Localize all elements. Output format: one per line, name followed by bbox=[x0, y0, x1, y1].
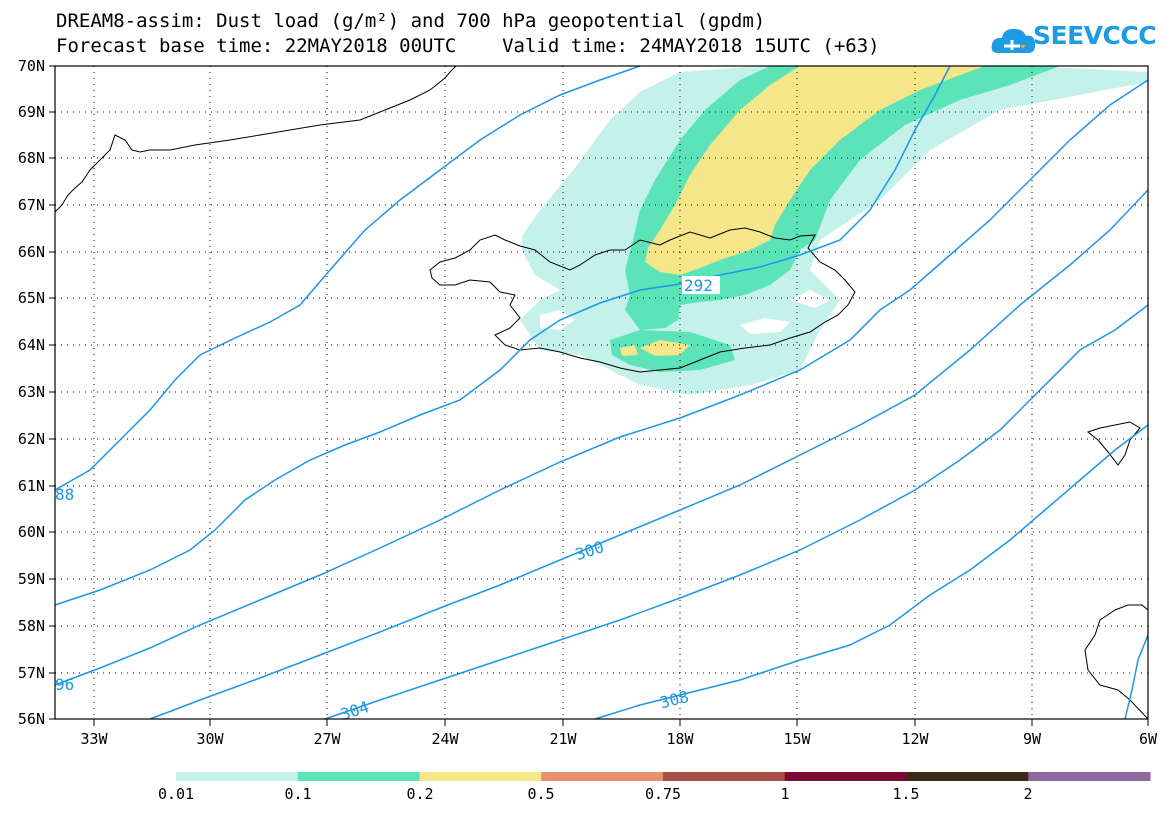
lon-label: 18W bbox=[666, 730, 694, 748]
lon-label: 30W bbox=[196, 730, 224, 748]
colorbar-swatch bbox=[663, 772, 786, 781]
lat-label: 59N bbox=[18, 570, 45, 588]
latitude-labels: 70N 69N 68N 67N 66N 65N 64N 63N 62N 61N … bbox=[18, 57, 45, 728]
lon-label: 33W bbox=[80, 730, 108, 748]
contour-label-292: 292 bbox=[684, 276, 713, 295]
iceland-coast bbox=[429, 227, 856, 373]
longitude-labels: 33W 30W 27W 24W 21W 18W 15W 12W 9W 6W bbox=[80, 730, 1158, 748]
colorbar-tick-label: 1 bbox=[780, 785, 790, 803]
dust-shading bbox=[520, 66, 1148, 395]
lat-label: 70N bbox=[18, 57, 45, 75]
colorbar-swatch bbox=[297, 772, 420, 781]
lat-label: 65N bbox=[18, 289, 45, 307]
contour-labels: 88 96 292 300 304 308 bbox=[55, 276, 720, 724]
colorbar-tick-label: 0.01 bbox=[157, 785, 195, 803]
colorbar-swatch bbox=[419, 772, 542, 781]
lon-label: 12W bbox=[901, 730, 929, 748]
colorbar-tick-label: 0.2 bbox=[406, 785, 434, 803]
greenland-coast bbox=[54, 65, 457, 213]
lat-label: 57N bbox=[18, 664, 45, 682]
tick-marks bbox=[49, 65, 1149, 726]
lat-label: 69N bbox=[18, 103, 45, 121]
logo-text: SEEVCCC bbox=[1033, 21, 1157, 50]
lat-label: 60N bbox=[18, 523, 45, 541]
colorbar-swatch bbox=[1028, 772, 1151, 781]
faroe-coast bbox=[1086, 421, 1141, 466]
colorbar-tick-label: 0.5 bbox=[527, 785, 555, 803]
map-title: DREAM8-assim: Dust load (g/m²) and 700 h… bbox=[56, 10, 766, 32]
lat-label: 67N bbox=[18, 196, 45, 214]
colorbar-swatch bbox=[784, 772, 907, 781]
contour-label-300: 300 bbox=[573, 537, 606, 564]
contour-label-304: 304 bbox=[338, 697, 371, 724]
lat-label: 61N bbox=[18, 477, 45, 495]
colorbar-swatch bbox=[906, 772, 1029, 781]
dust-region-high bbox=[645, 66, 985, 275]
cloud-icon bbox=[991, 28, 1036, 53]
lon-label: 15W bbox=[783, 730, 811, 748]
contour-label-88: 88 bbox=[55, 485, 74, 504]
map-subtitle: Forecast base time: 22MAY2018 00UTC Vali… bbox=[56, 35, 880, 57]
colorbar-tick-label: 2 bbox=[1023, 785, 1033, 803]
colorbar bbox=[176, 772, 1151, 781]
lat-label: 68N bbox=[18, 149, 45, 167]
lat-label: 63N bbox=[18, 383, 45, 401]
colorbar-swatch bbox=[176, 772, 299, 781]
colorbar-swatch bbox=[541, 772, 664, 781]
lon-label: 6W bbox=[1139, 730, 1158, 748]
lon-label: 24W bbox=[431, 730, 459, 748]
lon-label: 9W bbox=[1023, 730, 1042, 748]
lat-label: 66N bbox=[18, 243, 45, 261]
contour-label-96: 96 bbox=[55, 675, 74, 694]
lat-label: 64N bbox=[18, 336, 45, 354]
colorbar-tick-label: 0.1 bbox=[284, 785, 312, 803]
contour-label-308: 308 bbox=[658, 687, 691, 712]
lon-label: 27W bbox=[313, 730, 341, 748]
lat-label: 56N bbox=[18, 710, 45, 728]
lon-label: 21W bbox=[549, 730, 577, 748]
scotland-coast bbox=[1084, 604, 1149, 721]
colorbar-tick-label: 0.75 bbox=[644, 785, 682, 803]
geopotential-contours bbox=[54, 65, 1149, 720]
lat-label: 58N bbox=[18, 617, 45, 635]
colorbar-tick-label: 1.5 bbox=[892, 785, 920, 803]
lat-label: 62N bbox=[18, 430, 45, 448]
